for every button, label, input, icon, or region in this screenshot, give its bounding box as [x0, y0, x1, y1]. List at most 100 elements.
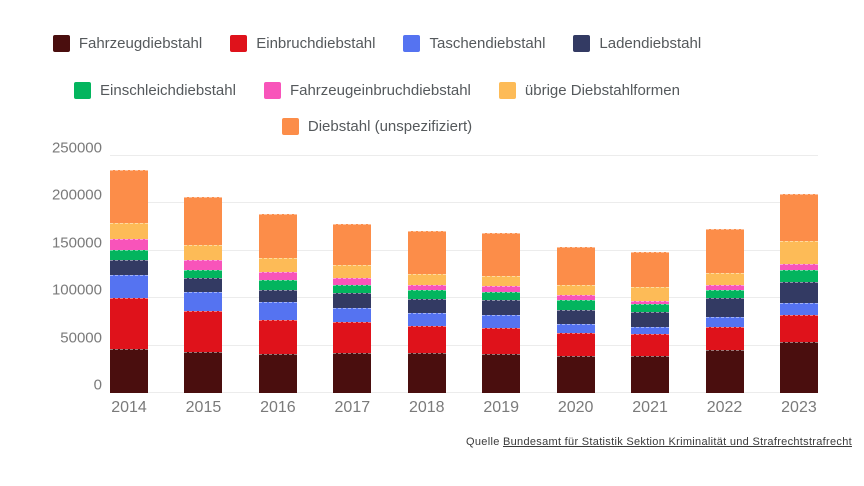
bar-segment[interactable] [556, 300, 595, 310]
bar-segment[interactable] [258, 271, 297, 281]
bar-segment[interactable] [110, 260, 148, 275]
bar-column [258, 214, 297, 393]
y-axis-label: 150000 [51, 234, 102, 252]
bar-segment[interactable] [631, 326, 670, 334]
bar-segment[interactable] [779, 264, 818, 271]
bar-segment[interactable] [631, 311, 670, 327]
bar-segment[interactable] [482, 328, 521, 354]
legend-item: Ladendiebstahl [573, 34, 701, 53]
legend-item: Diebstahl (unspezifiziert) [281, 117, 472, 136]
bar-segment[interactable] [556, 309, 595, 325]
bar-segment[interactable] [556, 332, 595, 356]
legend-label: übrige Diebstahlformen [524, 82, 680, 99]
bar-segment[interactable] [407, 352, 446, 393]
bar-segment[interactable] [110, 297, 148, 350]
bar-segment[interactable] [482, 314, 521, 329]
bar-segment[interactable] [333, 308, 372, 323]
bar-segment[interactable] [631, 333, 670, 357]
bar-segment[interactable] [407, 290, 446, 299]
bar-segment[interactable] [705, 289, 744, 299]
bar-segment[interactable] [333, 265, 372, 278]
bar-segment[interactable] [333, 293, 372, 309]
bar-segment[interactable] [705, 284, 744, 290]
bar-segment[interactable] [258, 354, 297, 393]
bar-segment[interactable] [705, 326, 744, 350]
bar-segment[interactable] [184, 278, 223, 292]
y-axis-label: 200000 [51, 186, 102, 204]
bar-segment[interactable] [110, 170, 148, 223]
bar-segment[interactable] [779, 194, 818, 242]
bar-segment[interactable] [482, 299, 521, 315]
bar-segment[interactable] [482, 276, 521, 287]
gridline [110, 344, 818, 346]
bar-segment[interactable] [779, 281, 818, 304]
bar-segment[interactable] [705, 349, 744, 393]
bar-segment[interactable] [184, 244, 223, 260]
bar-segment[interactable] [184, 311, 223, 352]
bar-segment[interactable] [184, 269, 223, 279]
bar-segment[interactable] [631, 286, 670, 301]
bar-segment[interactable] [110, 349, 148, 393]
source-link[interactable]: Bundesamt für Statistik Sektion Kriminal… [502, 436, 852, 448]
bar-segment[interactable] [705, 298, 744, 317]
bar-segment[interactable] [779, 241, 818, 265]
bar-segment[interactable] [779, 314, 818, 343]
bar-segment[interactable] [705, 272, 744, 285]
bar-segment[interactable] [333, 277, 372, 285]
bar-segment[interactable] [258, 257, 297, 272]
bar-segment[interactable] [779, 303, 818, 315]
bar-segment[interactable] [258, 319, 297, 355]
legend-label: Fahrzeugdiebstahl [78, 35, 203, 52]
bar-segment[interactable] [482, 292, 521, 300]
bar-segment[interactable] [184, 197, 223, 245]
bar-segment[interactable] [482, 286, 521, 293]
bar-segment[interactable] [556, 247, 595, 285]
bar-segment[interactable] [110, 238, 148, 251]
bar-segment[interactable] [556, 324, 595, 333]
bar-segment[interactable] [779, 342, 818, 393]
bar-segment[interactable] [333, 353, 372, 393]
bar-segment[interactable] [407, 273, 446, 285]
bar-segment[interactable] [184, 259, 223, 270]
bar-segment[interactable] [631, 356, 670, 393]
bar-segment[interactable] [631, 252, 670, 287]
legend-item: Einschleichdiebstahl [74, 81, 236, 100]
bar-segment[interactable] [258, 290, 297, 303]
bar-segment[interactable] [556, 295, 595, 301]
bar-segment[interactable] [631, 303, 670, 312]
bar-segment[interactable] [407, 231, 446, 274]
gridline [110, 202, 818, 204]
bar-segment[interactable] [407, 313, 446, 327]
bar-segment[interactable] [184, 291, 223, 312]
bar-segment[interactable] [184, 351, 223, 393]
bar-segment[interactable] [110, 250, 148, 261]
bar-segment[interactable] [482, 353, 521, 393]
bar-segment[interactable] [482, 232, 521, 277]
bar-segment[interactable] [258, 214, 297, 258]
x-axis-label: 2014 [111, 399, 147, 416]
bar-segment[interactable] [556, 355, 595, 393]
bar-segment[interactable] [631, 300, 670, 304]
x-axis-label: 2022 [706, 399, 743, 416]
bar-column [556, 247, 595, 393]
bar-segment[interactable] [779, 270, 818, 282]
bar-segment[interactable] [333, 322, 372, 354]
legend-swatch-icon [52, 35, 70, 52]
bar-segment[interactable] [333, 223, 372, 266]
bar-column [705, 228, 744, 393]
bar-segment[interactable] [110, 274, 148, 298]
bar-segment[interactable] [407, 284, 446, 291]
bar-segment[interactable] [407, 326, 446, 353]
bar-segment[interactable] [110, 222, 148, 239]
bar-segment[interactable] [556, 284, 595, 296]
bar-segment[interactable] [705, 316, 744, 327]
bar-segment[interactable] [258, 280, 297, 291]
y-axis-label: 100000 [51, 281, 102, 299]
bar-segment[interactable] [333, 284, 372, 294]
bar-segment[interactable] [258, 302, 297, 320]
bar-segment[interactable] [705, 228, 744, 273]
legend-item: übrige Diebstahlformen [498, 81, 680, 100]
legend-swatch-icon [281, 118, 299, 135]
y-axis-label: 250000 [51, 139, 102, 157]
bar-segment[interactable] [407, 298, 446, 314]
